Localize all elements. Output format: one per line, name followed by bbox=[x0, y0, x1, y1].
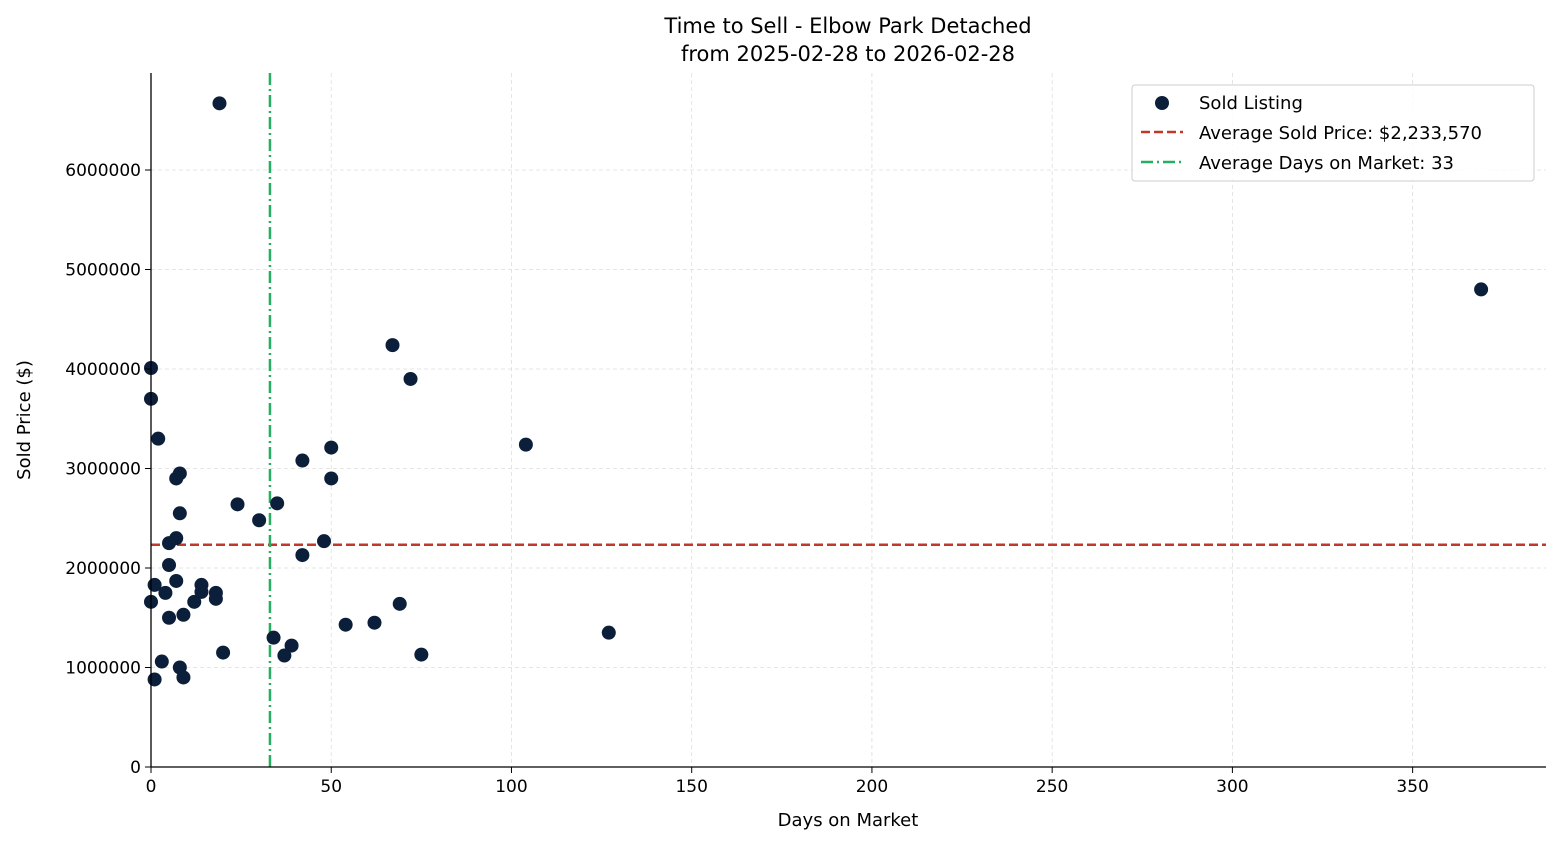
data-point bbox=[162, 610, 177, 625]
data-point bbox=[392, 596, 407, 611]
data-point bbox=[295, 453, 310, 468]
data-point bbox=[403, 371, 418, 386]
data-point bbox=[169, 573, 184, 588]
x-tick-label: 250 bbox=[1036, 777, 1068, 797]
y-tick-label: 5000000 bbox=[65, 261, 141, 281]
data-point bbox=[154, 654, 169, 669]
legend-sold: Sold Listing bbox=[1199, 93, 1303, 114]
y-axis-label: Sold Price ($) bbox=[14, 360, 35, 480]
x-tick-label: 50 bbox=[320, 777, 342, 797]
data-point bbox=[162, 558, 177, 573]
data-point bbox=[367, 615, 382, 630]
data-point bbox=[270, 496, 285, 511]
data-point bbox=[147, 672, 162, 687]
data-point bbox=[414, 647, 429, 662]
points bbox=[144, 96, 1489, 687]
x-tick-label: 300 bbox=[1216, 777, 1248, 797]
data-point bbox=[169, 471, 184, 486]
chart-title: Time to Sell - Elbow Park Detached bbox=[663, 14, 1031, 38]
data-point bbox=[601, 625, 616, 640]
y-tick-label: 3000000 bbox=[65, 460, 141, 480]
x-tick-label: 100 bbox=[495, 777, 527, 797]
legend: Sold Listing Average Sold Price: $2,233,… bbox=[1131, 84, 1535, 182]
data-point bbox=[230, 497, 245, 512]
data-point bbox=[295, 548, 310, 563]
data-point bbox=[208, 591, 223, 606]
data-point bbox=[162, 536, 177, 551]
data-point bbox=[266, 630, 281, 645]
x-tick-label: 150 bbox=[675, 777, 707, 797]
data-point bbox=[252, 513, 267, 528]
x-axis-label: Days on Market bbox=[778, 810, 919, 831]
data-point bbox=[194, 584, 209, 599]
y-tick-label: 4000000 bbox=[65, 360, 141, 380]
ticks: 0 50 100 150 200 250 300 350 0 1000000 2000000 3000… bbox=[65, 161, 1429, 797]
x-tick-label: 200 bbox=[856, 777, 888, 797]
legend-marker-sold bbox=[1155, 96, 1169, 110]
legend-avg-price: Average Sold Price: $2,233,570 bbox=[1199, 123, 1482, 144]
data-point bbox=[212, 96, 227, 111]
data-point bbox=[277, 648, 292, 663]
data-point bbox=[158, 585, 173, 600]
x-tick-label: 0 bbox=[146, 777, 157, 797]
data-point bbox=[172, 506, 187, 521]
data-point bbox=[518, 437, 533, 452]
data-point bbox=[385, 338, 400, 353]
data-point bbox=[324, 440, 339, 455]
y-tick-label: 1000000 bbox=[65, 659, 141, 679]
data-point bbox=[1474, 282, 1489, 297]
data-point bbox=[317, 534, 332, 549]
data-point bbox=[187, 594, 202, 609]
data-point bbox=[216, 645, 231, 660]
y-tick-label: 6000000 bbox=[65, 161, 141, 181]
data-point bbox=[324, 471, 339, 486]
x-tick-label: 350 bbox=[1396, 777, 1428, 797]
chart-subtitle: from 2025-02-28 to 2026-02-28 bbox=[681, 42, 1015, 66]
data-point bbox=[284, 638, 299, 653]
data-point bbox=[151, 431, 166, 446]
legend-avg-days: Average Days on Market: 33 bbox=[1199, 153, 1454, 174]
y-tick-label: 0 bbox=[130, 758, 141, 778]
data-point bbox=[176, 670, 191, 685]
data-point bbox=[338, 617, 353, 632]
data-point bbox=[176, 607, 191, 622]
y-tick-label: 2000000 bbox=[65, 559, 141, 579]
reference-lines bbox=[151, 73, 1546, 767]
